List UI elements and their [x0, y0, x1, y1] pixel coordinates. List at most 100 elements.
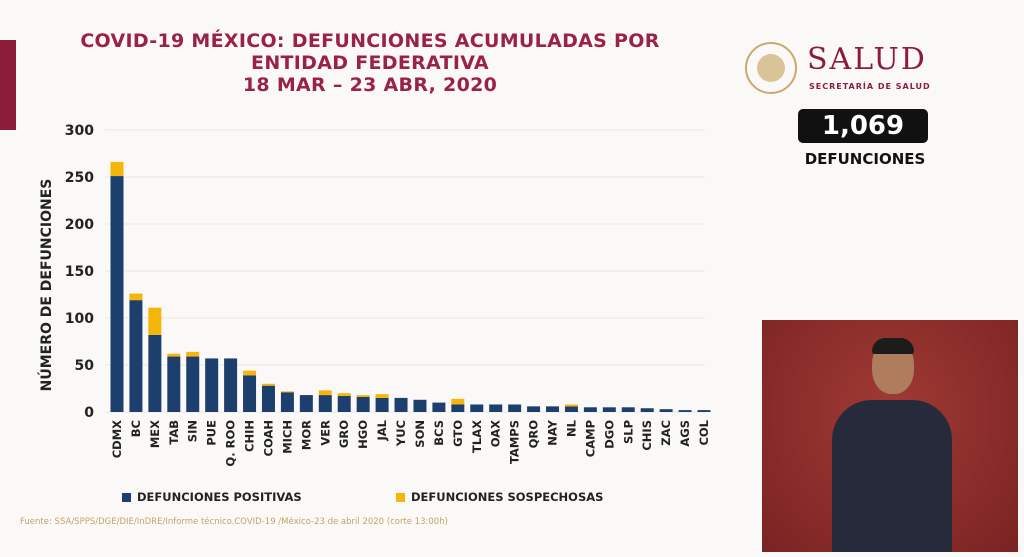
bar-suspected-hgo [356, 395, 370, 397]
x-tick-label: CHIH [243, 420, 257, 452]
x-tick-label: TAMPS [508, 420, 522, 464]
x-tick-label: COL [697, 419, 711, 445]
y-tick-label: 50 [75, 358, 95, 374]
x-tick-label: BCS [432, 420, 446, 446]
y-tick-label: 100 [65, 311, 94, 327]
title-line-1: COVID-19 MÉXICO: DEFUNCIONES ACUMULADAS … [80, 30, 660, 52]
x-tick-label: MEX [148, 420, 162, 448]
x-tick-label: SIN [186, 420, 200, 442]
y-axis-label: NÚMERO DE DEFUNCIONES [37, 179, 55, 392]
chart-title: COVID-19 MÉXICO: DEFUNCIONES ACUMULADAS … [40, 30, 700, 96]
legend-label: DEFUNCIONES POSITIVAS [137, 490, 302, 504]
bar-suspected-mich [280, 391, 294, 393]
x-tick-label: NL [564, 419, 578, 437]
x-tick-label: TAB [167, 420, 181, 445]
bar-positive-pue [205, 358, 219, 412]
bar-positive-chis [640, 408, 654, 412]
bar-positive-coah [261, 385, 275, 412]
bar-positive-son [413, 399, 427, 412]
bar-positive-tab [167, 356, 181, 412]
bar-suspected-mex [148, 307, 162, 335]
y-tick-label: 150 [65, 264, 94, 280]
bar-positive-bcs [432, 402, 446, 412]
bar-positive-slp [621, 407, 635, 412]
bar-positive-nl [564, 406, 578, 412]
bar-positive-yuc [394, 397, 408, 412]
bar-positive-gto [451, 404, 465, 412]
x-tick-label: DGO [602, 420, 616, 449]
x-tick-label: YUC [394, 420, 408, 447]
deaths-counter: 1,069 [798, 109, 928, 143]
y-tick-label: 0 [84, 405, 94, 421]
x-tick-label: MICH [280, 420, 294, 454]
bar-positive-ags [678, 410, 692, 412]
x-tick-label: MOR [299, 420, 313, 450]
x-tick-label: CHIS [640, 420, 654, 451]
bar-positive-zac [659, 409, 673, 412]
decorative-side-bar [0, 40, 16, 130]
x-tick-label: QRO [527, 420, 541, 449]
bar-positive-qroo [224, 358, 238, 412]
x-tick-label: NAY [546, 419, 560, 445]
legend-swatch-suspected [396, 492, 405, 502]
title-line-3: 18 MAR – 23 ABR, 2020 [242, 74, 498, 96]
bar-positive-sin [186, 356, 200, 412]
x-tick-label: CAMP [583, 420, 597, 457]
x-tick-label: AGS [678, 420, 692, 447]
y-tick-label: 250 [65, 170, 94, 186]
source-note: Fuente: SSA/SPPS/DGE/DIE/InDRE/Informe t… [20, 517, 448, 527]
logo-subtitle: SECRETARÍA DE SALUD [809, 82, 931, 91]
bar-suspected-gto [451, 398, 465, 405]
bar-suspected-cdmx [110, 161, 124, 177]
x-tick-label: SON [413, 420, 427, 448]
x-tick-label: ZAC [659, 420, 673, 446]
x-tick-label: JAL [375, 419, 389, 441]
x-tick-label: VER [318, 420, 332, 446]
bar-positive-jal [375, 397, 389, 412]
bar-suspected-gro [337, 393, 351, 397]
bar-positive-oax [489, 404, 503, 412]
bar-suspected-nl [564, 404, 578, 407]
x-tick-label: TLAX [470, 420, 484, 453]
bar-positive-chih [243, 375, 257, 412]
bar-positive-tlax [470, 404, 484, 412]
logo-name: SALUD [807, 42, 927, 77]
bar-positive-mor [299, 395, 313, 412]
national-seal-icon [745, 42, 797, 94]
bar-suspected-sin [186, 351, 200, 357]
x-tick-label: PUE [205, 420, 219, 446]
bar-suspected-chih [243, 370, 257, 376]
bar-positive-nay [546, 406, 560, 412]
x-tick-label: GRO [337, 420, 351, 448]
bar-positive-bc [129, 300, 143, 412]
x-tick-label: GTO [451, 420, 465, 447]
x-tick-label: HGO [356, 420, 370, 449]
bar-suspected-jal [375, 394, 389, 398]
bar-positive-gro [337, 396, 351, 412]
y-tick-label: 300 [65, 123, 94, 139]
title-line-2: ENTIDAD FEDERATIVA [251, 52, 489, 74]
bar-positive-mich [280, 392, 294, 412]
x-tick-label: BC [129, 420, 143, 437]
bar-suspected-coah [261, 383, 275, 386]
bar-positive-tamps [508, 404, 522, 412]
bar-suspected-tab [167, 353, 181, 357]
x-tick-label: Q. ROO [224, 420, 238, 467]
legend-suspected: DEFUNCIONES SOSPECHOSAS [396, 490, 603, 504]
interpreter [832, 338, 952, 552]
bar-suspected-ver [318, 390, 332, 396]
legend-swatch-positive [122, 492, 131, 502]
bar-positive-dgo [602, 407, 616, 412]
x-tick-label: OAX [489, 420, 503, 447]
deaths-counter-label: DEFUNCIONES [804, 150, 926, 168]
salud-logo: SALUD SECRETARÍA DE SALUD [745, 42, 955, 102]
legend-positive: DEFUNCIONES POSITIVAS [122, 490, 302, 504]
sign-language-interpreter-video [762, 320, 1018, 552]
bar-positive-cdmx [110, 176, 124, 412]
x-tick-label: CDMX [110, 420, 124, 458]
bar-positive-hgo [356, 396, 370, 412]
legend-label: DEFUNCIONES SOSPECHOSAS [411, 490, 604, 504]
bar-positive-col [697, 410, 711, 412]
bar-suspected-bc [129, 293, 143, 301]
